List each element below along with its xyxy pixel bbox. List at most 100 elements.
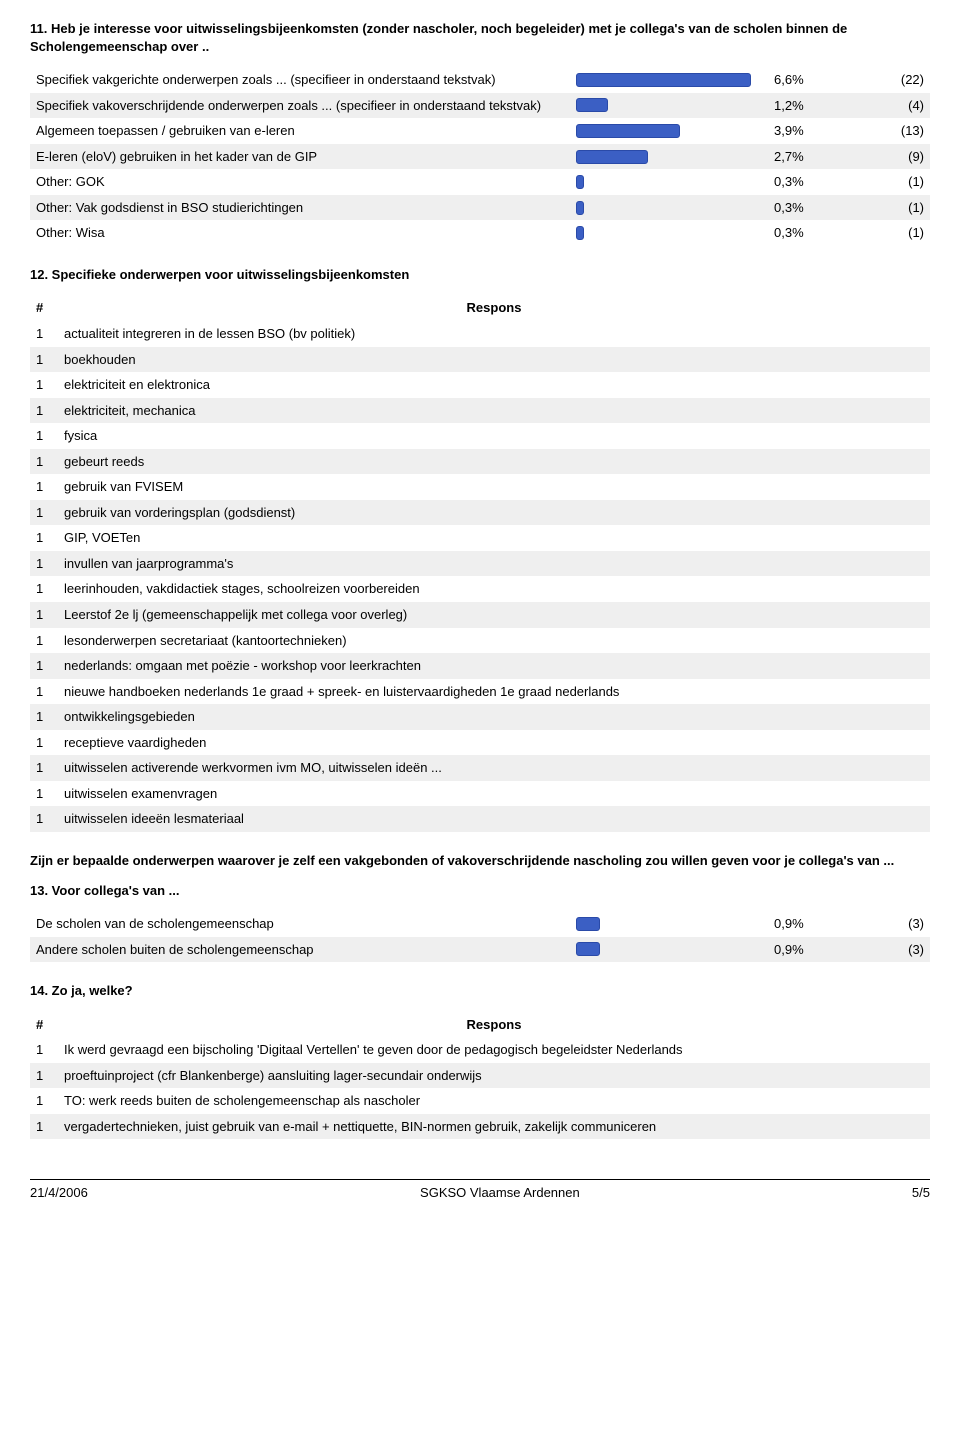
table-row: 1elektriciteit, mechanica bbox=[30, 398, 930, 424]
table-row: 1fysica bbox=[30, 423, 930, 449]
col-resp-header: Respons bbox=[58, 1012, 930, 1038]
row-label: Other: Wisa bbox=[30, 220, 570, 246]
row-pct: 6,6% bbox=[768, 67, 849, 93]
table-row: 1elektriciteit en elektronica bbox=[30, 372, 930, 398]
table-row: 1receptieve vaardigheden bbox=[30, 730, 930, 756]
row-num: 1 bbox=[30, 321, 58, 347]
row-text: GIP, VOETen bbox=[58, 525, 930, 551]
row-text: ontwikkelingsgebieden bbox=[58, 704, 930, 730]
row-label: Specifiek vakoverschrijdende onderwerpen… bbox=[30, 93, 570, 119]
table-row: 1lesonderwerpen secretariaat (kantoortec… bbox=[30, 628, 930, 654]
row-text: uitwisselen examenvragen bbox=[58, 781, 930, 807]
table-row: 1boekhouden bbox=[30, 347, 930, 373]
table-row: E-leren (eloV) gebruiken in het kader va… bbox=[30, 144, 930, 170]
q13-section: Zijn er bepaalde onderwerpen waarover je… bbox=[30, 852, 930, 962]
bar-fill bbox=[576, 124, 680, 138]
row-count: (3) bbox=[849, 911, 930, 937]
table-row: 1nieuwe handboeken nederlands 1e graad +… bbox=[30, 679, 930, 705]
row-num: 1 bbox=[30, 398, 58, 424]
table-row: 1gebruik van FVISEM bbox=[30, 474, 930, 500]
bar-cell bbox=[570, 937, 768, 963]
table-row: Andere scholen buiten de scholengemeensc… bbox=[30, 937, 930, 963]
row-count: (9) bbox=[849, 144, 930, 170]
q11-title: 11. Heb je interesse voor uitwisselingsb… bbox=[30, 20, 930, 55]
row-num: 1 bbox=[30, 500, 58, 526]
row-pct: 2,7% bbox=[768, 144, 849, 170]
row-text: fysica bbox=[58, 423, 930, 449]
table-row: 1proeftuinproject (cfr Blankenberge) aan… bbox=[30, 1063, 930, 1089]
row-num: 1 bbox=[30, 730, 58, 756]
row-text: nederlands: omgaan met poëzie - workshop… bbox=[58, 653, 930, 679]
row-num: 1 bbox=[30, 347, 58, 373]
bar-cell bbox=[570, 195, 768, 221]
bar-fill bbox=[576, 917, 600, 931]
row-label: Other: GOK bbox=[30, 169, 570, 195]
q13-table: De scholen van de scholengemeenschap 0,9%… bbox=[30, 911, 930, 962]
bar-fill bbox=[576, 942, 600, 956]
row-num: 1 bbox=[30, 576, 58, 602]
bar-fill bbox=[576, 175, 584, 189]
row-pct: 0,3% bbox=[768, 169, 849, 195]
row-text: Leerstof 2e lj (gemeenschappelijk met co… bbox=[58, 602, 930, 628]
row-text: receptieve vaardigheden bbox=[58, 730, 930, 756]
row-num: 1 bbox=[30, 1114, 58, 1140]
row-label: Other: Vak godsdienst in BSO studiericht… bbox=[30, 195, 570, 221]
row-num: 1 bbox=[30, 1088, 58, 1114]
row-text: gebruik van vorderingsplan (godsdienst) bbox=[58, 500, 930, 526]
table-row: 1vergadertechnieken, juist gebruik van e… bbox=[30, 1114, 930, 1140]
row-num: 1 bbox=[30, 628, 58, 654]
row-num: 1 bbox=[30, 679, 58, 705]
table-row: 1ontwikkelingsgebieden bbox=[30, 704, 930, 730]
row-label: Specifiek vakgerichte onderwerpen zoals … bbox=[30, 67, 570, 93]
row-count: (1) bbox=[849, 169, 930, 195]
row-pct: 1,2% bbox=[768, 93, 849, 119]
row-text: boekhouden bbox=[58, 347, 930, 373]
row-num: 1 bbox=[30, 423, 58, 449]
row-num: 1 bbox=[30, 449, 58, 475]
q14-table: #Respons1Ik werd gevraagd een bijscholin… bbox=[30, 1012, 930, 1140]
bar-cell bbox=[570, 144, 768, 170]
row-text: vergadertechnieken, juist gebruik van e-… bbox=[58, 1114, 930, 1140]
bar-cell bbox=[570, 220, 768, 246]
row-pct: 0,9% bbox=[768, 937, 849, 963]
footer-page: 5/5 bbox=[912, 1184, 930, 1202]
row-pct: 0,3% bbox=[768, 220, 849, 246]
row-label: E-leren (eloV) gebruiken in het kader va… bbox=[30, 144, 570, 170]
row-count: (4) bbox=[849, 93, 930, 119]
row-text: leerinhouden, vakdidactiek stages, schoo… bbox=[58, 576, 930, 602]
table-row: Other: Vak godsdienst in BSO studiericht… bbox=[30, 195, 930, 221]
q13-title: 13. Voor collega's van ... bbox=[30, 882, 930, 900]
q14-section: 14. Zo ja, welke? #Respons1Ik werd gevra… bbox=[30, 982, 930, 1139]
row-num: 1 bbox=[30, 781, 58, 807]
row-text: TO: werk reeds buiten de scholengemeensc… bbox=[58, 1088, 930, 1114]
row-count: (3) bbox=[849, 937, 930, 963]
table-row: 1gebruik van vorderingsplan (godsdienst) bbox=[30, 500, 930, 526]
row-text: uitwisselen activerende werkvormen ivm M… bbox=[58, 755, 930, 781]
bar-fill bbox=[576, 98, 608, 112]
table-row: Algemeen toepassen / gebruiken van e-ler… bbox=[30, 118, 930, 144]
col-num-header: # bbox=[30, 295, 58, 321]
table-row: Specifiek vakgerichte onderwerpen zoals … bbox=[30, 67, 930, 93]
row-num: 1 bbox=[30, 372, 58, 398]
bar-fill bbox=[576, 226, 584, 240]
row-label: De scholen van de scholengemeenschap bbox=[30, 911, 570, 937]
bar-cell bbox=[570, 93, 768, 119]
table-row: 1actualiteit integreren in de lessen BSO… bbox=[30, 321, 930, 347]
footer-org: SGKSO Vlaamse Ardennen bbox=[420, 1184, 580, 1202]
table-row: 1TO: werk reeds buiten de scholengemeens… bbox=[30, 1088, 930, 1114]
table-row: 1nederlands: omgaan met poëzie - worksho… bbox=[30, 653, 930, 679]
q12-title: 12. Specifieke onderwerpen voor uitwisse… bbox=[30, 266, 930, 284]
bar-cell bbox=[570, 169, 768, 195]
bar-fill bbox=[576, 201, 584, 215]
q14-title: 14. Zo ja, welke? bbox=[30, 982, 930, 1000]
row-text: gebruik van FVISEM bbox=[58, 474, 930, 500]
table-row: 1leerinhouden, vakdidactiek stages, scho… bbox=[30, 576, 930, 602]
table-row: 1uitwisselen ideeën lesmateriaal bbox=[30, 806, 930, 832]
row-count: (22) bbox=[849, 67, 930, 93]
row-pct: 0,3% bbox=[768, 195, 849, 221]
footer: 21/4/2006 SGKSO Vlaamse Ardennen 5/5 bbox=[30, 1179, 930, 1202]
col-resp-header: Respons bbox=[58, 295, 930, 321]
row-num: 1 bbox=[30, 602, 58, 628]
row-num: 1 bbox=[30, 806, 58, 832]
row-text: Ik werd gevraagd een bijscholing 'Digita… bbox=[58, 1037, 930, 1063]
